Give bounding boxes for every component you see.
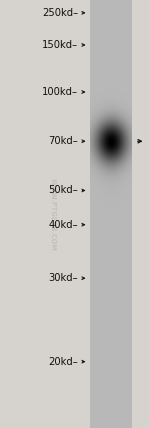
Text: 50kd–: 50kd–: [48, 185, 78, 196]
Text: WWW.PTGLAB.COM: WWW.PTGLAB.COM: [50, 178, 56, 250]
Text: 100kd–: 100kd–: [42, 87, 78, 97]
Text: 30kd–: 30kd–: [48, 273, 78, 283]
Text: 40kd–: 40kd–: [48, 220, 78, 230]
Text: 250kd–: 250kd–: [42, 8, 78, 18]
Text: 150kd–: 150kd–: [42, 40, 78, 50]
Text: 70kd–: 70kd–: [48, 136, 78, 146]
Text: 20kd–: 20kd–: [48, 357, 78, 367]
Bar: [90, 0, 132, 428]
